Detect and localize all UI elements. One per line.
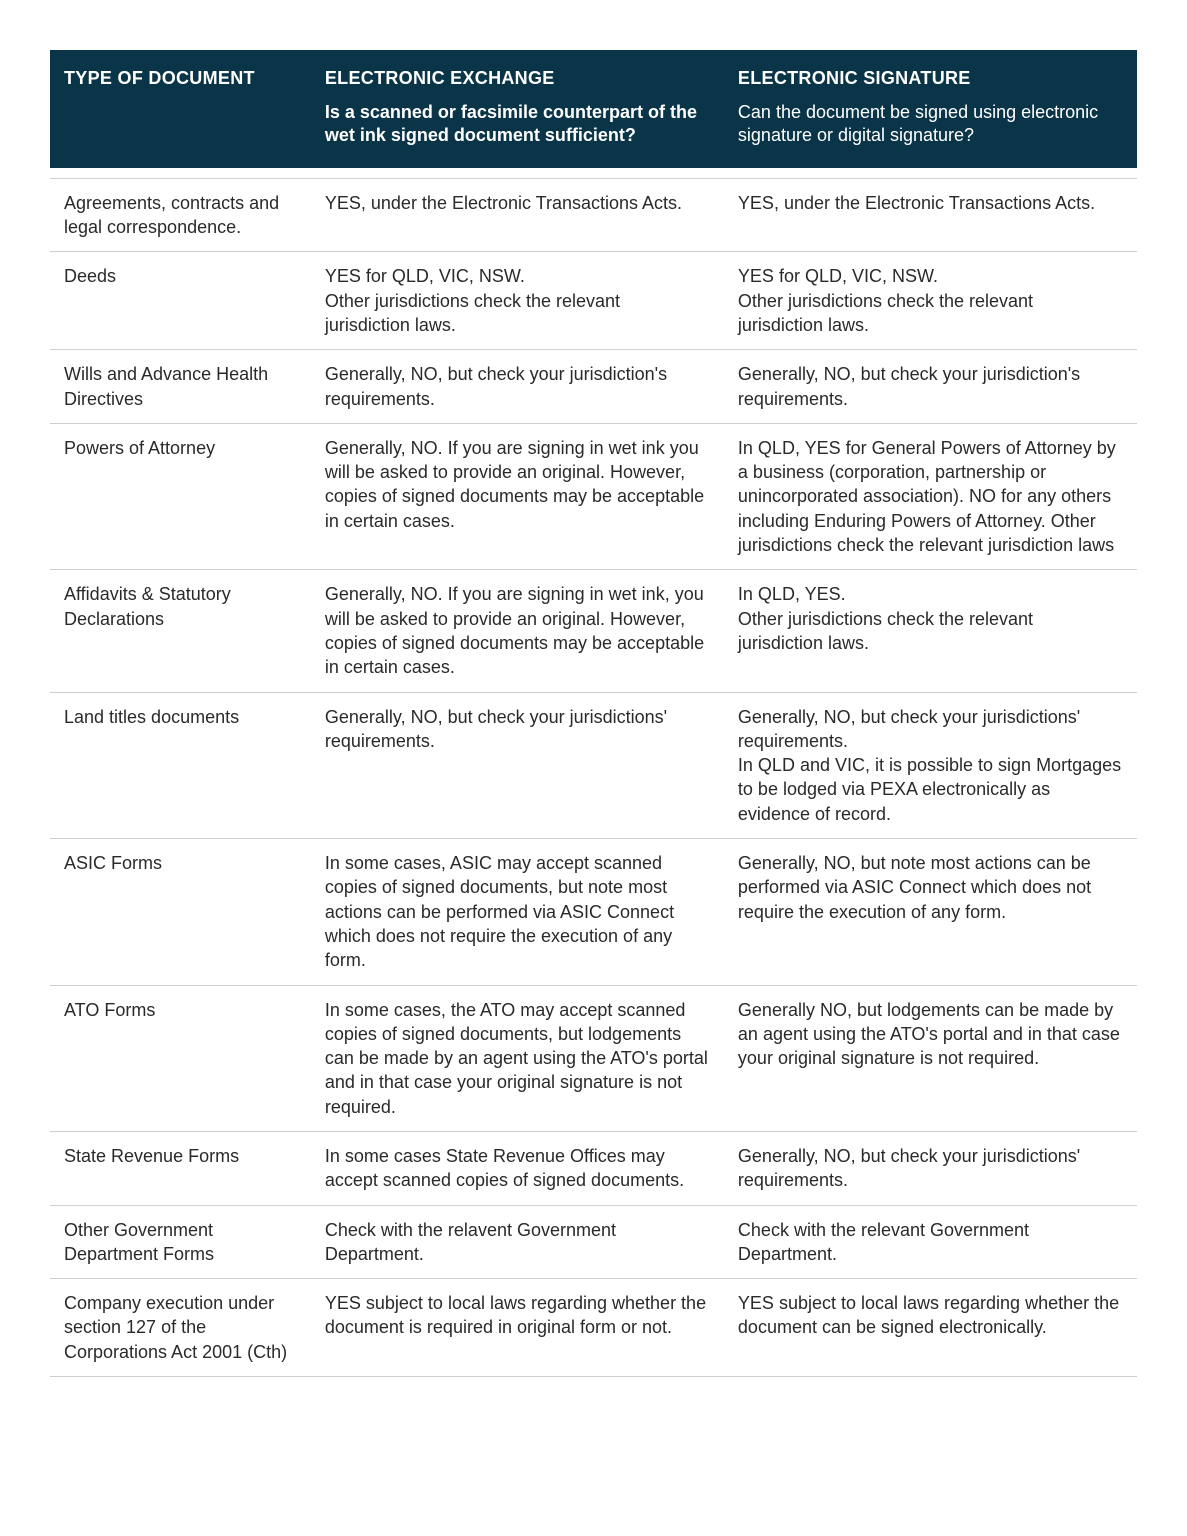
table-header: TYPE OF DOCUMENT ELECTRONIC EXCHANGE ELE… <box>50 50 1137 168</box>
document-signing-table: TYPE OF DOCUMENT ELECTRONIC EXCHANGE ELE… <box>50 50 1137 1377</box>
cell-electronic-exchange: Check with the relavent Government Depar… <box>311 1205 724 1279</box>
cell-electronic-exchange: Generally, NO. If you are signing in wet… <box>311 423 724 569</box>
cell-electronic-exchange: In some cases, the ATO may accept scanne… <box>311 985 724 1131</box>
table-row: Agreements, contracts and legal correspo… <box>50 178 1137 252</box>
cell-document-type: Powers of Attorney <box>50 423 311 569</box>
table-row: Other Government Department FormsCheck w… <box>50 1205 1137 1279</box>
table-row: DeedsYES for QLD, VIC, NSW. Other jurisd… <box>50 252 1137 350</box>
table-row: Company execution under section 127 of t… <box>50 1279 1137 1377</box>
cell-electronic-exchange: In some cases, ASIC may accept scanned c… <box>311 839 724 985</box>
header-electronic-signature: ELECTRONIC SIGNATURE <box>724 50 1137 97</box>
cell-document-type: Land titles documents <box>50 692 311 838</box>
header-row-titles: TYPE OF DOCUMENT ELECTRONIC EXCHANGE ELE… <box>50 50 1137 97</box>
cell-document-type: Agreements, contracts and legal correspo… <box>50 178 311 252</box>
cell-electronic-exchange: In some cases State Revenue Offices may … <box>311 1131 724 1205</box>
cell-document-type: State Revenue Forms <box>50 1131 311 1205</box>
cell-electronic-signature: Generally, NO, but check your jurisdicti… <box>724 350 1137 424</box>
spacer-row <box>50 168 1137 179</box>
table-row: ATO FormsIn some cases, the ATO may acce… <box>50 985 1137 1131</box>
cell-electronic-signature: Generally, NO, but note most actions can… <box>724 839 1137 985</box>
cell-electronic-signature: Generally, NO, but check your jurisdicti… <box>724 692 1137 838</box>
cell-electronic-signature: YES for QLD, VIC, NSW. Other jurisdictio… <box>724 252 1137 350</box>
header-sub-exchange: Is a scanned or facsimile counterpart of… <box>311 97 724 168</box>
header-type-of-document: TYPE OF DOCUMENT <box>50 50 311 97</box>
table-row: State Revenue FormsIn some cases State R… <box>50 1131 1137 1205</box>
cell-electronic-signature: Check with the relevant Government Depar… <box>724 1205 1137 1279</box>
cell-electronic-exchange: Generally, NO, but check your jurisdicti… <box>311 350 724 424</box>
table-row: Land titles documentsGenerally, NO, but … <box>50 692 1137 838</box>
cell-electronic-exchange: YES subject to local laws regarding whet… <box>311 1279 724 1377</box>
table-row: Wills and Advance Health DirectivesGener… <box>50 350 1137 424</box>
cell-document-type: Affidavits & Statutory Declarations <box>50 570 311 692</box>
header-sub-signature: Can the document be signed using electro… <box>724 97 1137 168</box>
cell-document-type: Deeds <box>50 252 311 350</box>
header-row-subtitles: Is a scanned or facsimile counterpart of… <box>50 97 1137 168</box>
cell-electronic-signature: YES subject to local laws regarding whet… <box>724 1279 1137 1377</box>
cell-document-type: Other Government Department Forms <box>50 1205 311 1279</box>
cell-document-type: ASIC Forms <box>50 839 311 985</box>
cell-document-type: Company execution under section 127 of t… <box>50 1279 311 1377</box>
cell-electronic-signature: In QLD, YES for General Powers of Attorn… <box>724 423 1137 569</box>
header-electronic-exchange: ELECTRONIC EXCHANGE <box>311 50 724 97</box>
cell-electronic-signature: YES, under the Electronic Transactions A… <box>724 178 1137 252</box>
table-body: Agreements, contracts and legal correspo… <box>50 168 1137 1377</box>
cell-electronic-signature: Generally NO, but lodgements can be made… <box>724 985 1137 1131</box>
cell-electronic-signature: In QLD, YES. Other jurisdictions check t… <box>724 570 1137 692</box>
cell-electronic-exchange: Generally, NO. If you are signing in wet… <box>311 570 724 692</box>
table-row: Powers of AttorneyGenerally, NO. If you … <box>50 423 1137 569</box>
cell-electronic-signature: Generally, NO, but check your jurisdicti… <box>724 1131 1137 1205</box>
cell-electronic-exchange: Generally, NO, but check your jurisdicti… <box>311 692 724 838</box>
header-sub-empty <box>50 97 311 168</box>
cell-electronic-exchange: YES for QLD, VIC, NSW. Other jurisdictio… <box>311 252 724 350</box>
table-row: Affidavits & Statutory DeclarationsGener… <box>50 570 1137 692</box>
cell-document-type: Wills and Advance Health Directives <box>50 350 311 424</box>
cell-document-type: ATO Forms <box>50 985 311 1131</box>
table-row: ASIC FormsIn some cases, ASIC may accept… <box>50 839 1137 985</box>
cell-electronic-exchange: YES, under the Electronic Transactions A… <box>311 178 724 252</box>
